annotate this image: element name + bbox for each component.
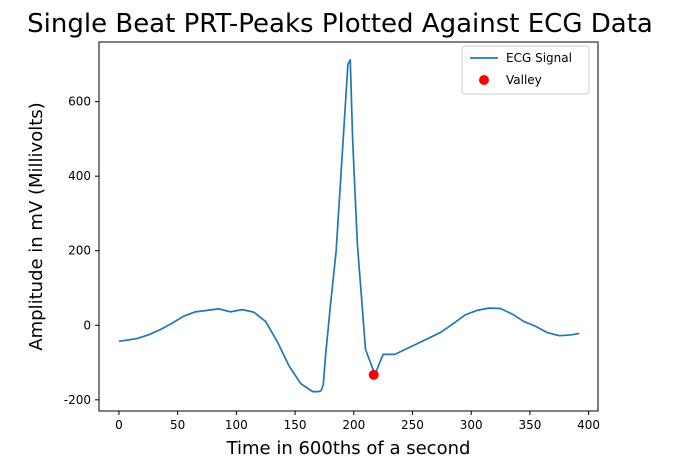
y-tick-label: 0 bbox=[83, 318, 91, 332]
x-tick-label: 400 bbox=[577, 418, 600, 432]
y-axis: -200 0 200 400 600 bbox=[64, 95, 99, 407]
series-layer bbox=[118, 59, 580, 393]
x-tick-label: 300 bbox=[460, 418, 483, 432]
legend-dot-swatch bbox=[479, 75, 489, 85]
legend-entry-ecg-signal: ECG Signal bbox=[506, 51, 572, 65]
x-tick-label: 50 bbox=[170, 418, 185, 432]
y-tick-label: 200 bbox=[68, 244, 91, 258]
plot-area bbox=[98, 41, 599, 412]
x-tick-label: 250 bbox=[401, 418, 424, 432]
x-tick-label: 350 bbox=[518, 418, 541, 432]
ecg-signal-line bbox=[118, 59, 580, 393]
y-tick-label: 600 bbox=[68, 95, 91, 109]
plot-frame bbox=[98, 41, 599, 412]
valley-point bbox=[368, 369, 379, 380]
x-axis-label: Time in 600ths of a second bbox=[226, 438, 471, 459]
y-tick-label: 400 bbox=[68, 169, 91, 183]
x-tick-label: 150 bbox=[284, 418, 307, 432]
x-tick-label: 0 bbox=[115, 418, 123, 432]
legend-entry-valley: Valley bbox=[506, 73, 542, 87]
x-axis: 0 50 100 150 200 250 300 350 400 bbox=[115, 411, 600, 432]
x-tick-label: 100 bbox=[225, 418, 248, 432]
x-tick-label: 200 bbox=[342, 418, 365, 432]
y-tick-label: -200 bbox=[64, 393, 91, 407]
legend: ECG Signal Valley bbox=[461, 45, 590, 95]
chart-title: Single Beat PRT-Peaks Plotted Against EC… bbox=[27, 9, 653, 39]
y-axis-label: Amplitude in mV (Millivolts) bbox=[26, 102, 47, 350]
